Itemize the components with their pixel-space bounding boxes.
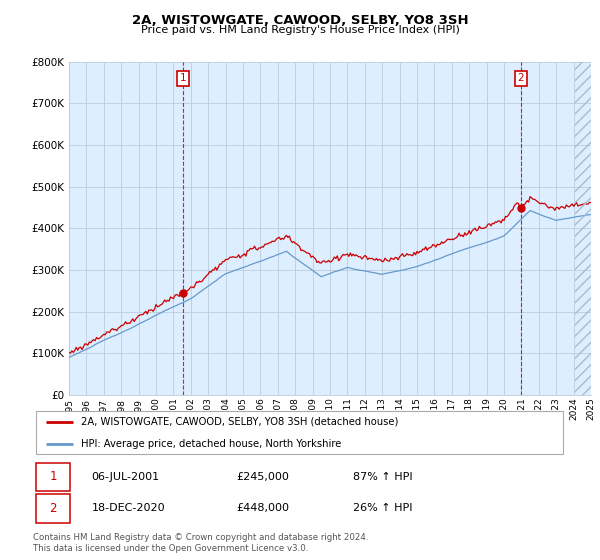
- Text: 06-JUL-2001: 06-JUL-2001: [92, 472, 160, 482]
- Text: 1: 1: [50, 470, 57, 483]
- Bar: [575, 62, 591, 395]
- Text: Price paid vs. HM Land Registry's House Price Index (HPI): Price paid vs. HM Land Registry's House …: [140, 25, 460, 35]
- Text: 1: 1: [179, 73, 186, 83]
- Text: This data is licensed under the Open Government Licence v3.0.: This data is licensed under the Open Gov…: [33, 544, 308, 553]
- FancyBboxPatch shape: [35, 463, 70, 491]
- FancyBboxPatch shape: [35, 494, 70, 522]
- Text: HPI: Average price, detached house, North Yorkshire: HPI: Average price, detached house, Nort…: [81, 438, 341, 449]
- Text: £245,000: £245,000: [236, 472, 289, 482]
- Text: 2A, WISTOWGATE, CAWOOD, SELBY, YO8 3SH (detached house): 2A, WISTOWGATE, CAWOOD, SELBY, YO8 3SH (…: [81, 417, 398, 427]
- Bar: [575, 62, 591, 395]
- Text: 2A, WISTOWGATE, CAWOOD, SELBY, YO8 3SH: 2A, WISTOWGATE, CAWOOD, SELBY, YO8 3SH: [131, 14, 469, 27]
- Text: £448,000: £448,000: [236, 503, 289, 514]
- Text: 18-DEC-2020: 18-DEC-2020: [92, 503, 166, 514]
- Text: 2: 2: [517, 73, 524, 83]
- Text: 2: 2: [50, 502, 57, 515]
- Text: Contains HM Land Registry data © Crown copyright and database right 2024.: Contains HM Land Registry data © Crown c…: [33, 533, 368, 542]
- FancyBboxPatch shape: [35, 410, 563, 455]
- Text: 87% ↑ HPI: 87% ↑ HPI: [353, 472, 413, 482]
- Text: 26% ↑ HPI: 26% ↑ HPI: [353, 503, 413, 514]
